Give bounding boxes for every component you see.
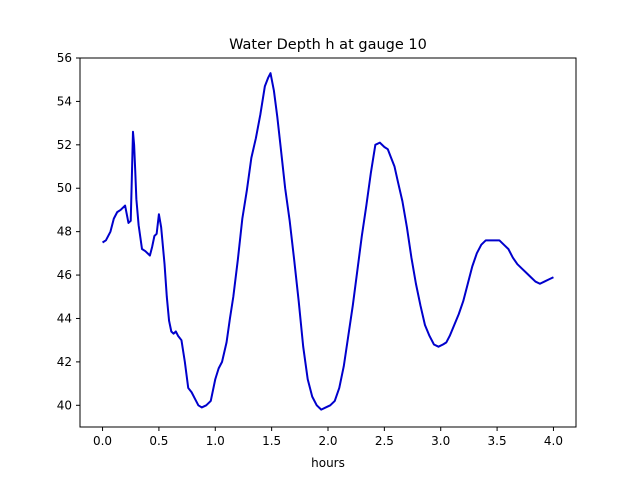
y-tick-label: 44 [57, 311, 72, 325]
x-tick-label: 1.0 [206, 434, 225, 448]
x-axis-label: hours [311, 456, 345, 470]
y-tick-label: 54 [57, 94, 72, 108]
x-tick-label: 0.5 [149, 434, 168, 448]
x-tick-label: 3.0 [431, 434, 450, 448]
plot-area [102, 72, 554, 411]
x-tick-label: 1.5 [262, 434, 281, 448]
y-tick-label: 40 [57, 398, 72, 412]
x-tick-label: 3.5 [488, 434, 507, 448]
x-tick-label: 0.0 [93, 434, 112, 448]
y-tick-label: 48 [57, 225, 72, 239]
y-tick-label: 46 [57, 268, 72, 282]
x-tick-label: 4.0 [544, 434, 563, 448]
x-tick-label: 2.5 [375, 434, 394, 448]
y-tick-label: 42 [57, 355, 72, 369]
axes: 0.0 0.5 1.0 1.5 2.0 2.5 3.0 3.5 4.0 40 42 44 46 48 50 5… [57, 51, 577, 448]
series-line-0 [102, 72, 554, 411]
y-tick-label: 52 [57, 138, 72, 152]
y-tick-label: 56 [57, 51, 72, 65]
x-tick-label: 2.0 [318, 434, 337, 448]
y-tick-label: 50 [57, 181, 72, 195]
chart-title: Water Depth h at gauge 10 [229, 37, 427, 53]
